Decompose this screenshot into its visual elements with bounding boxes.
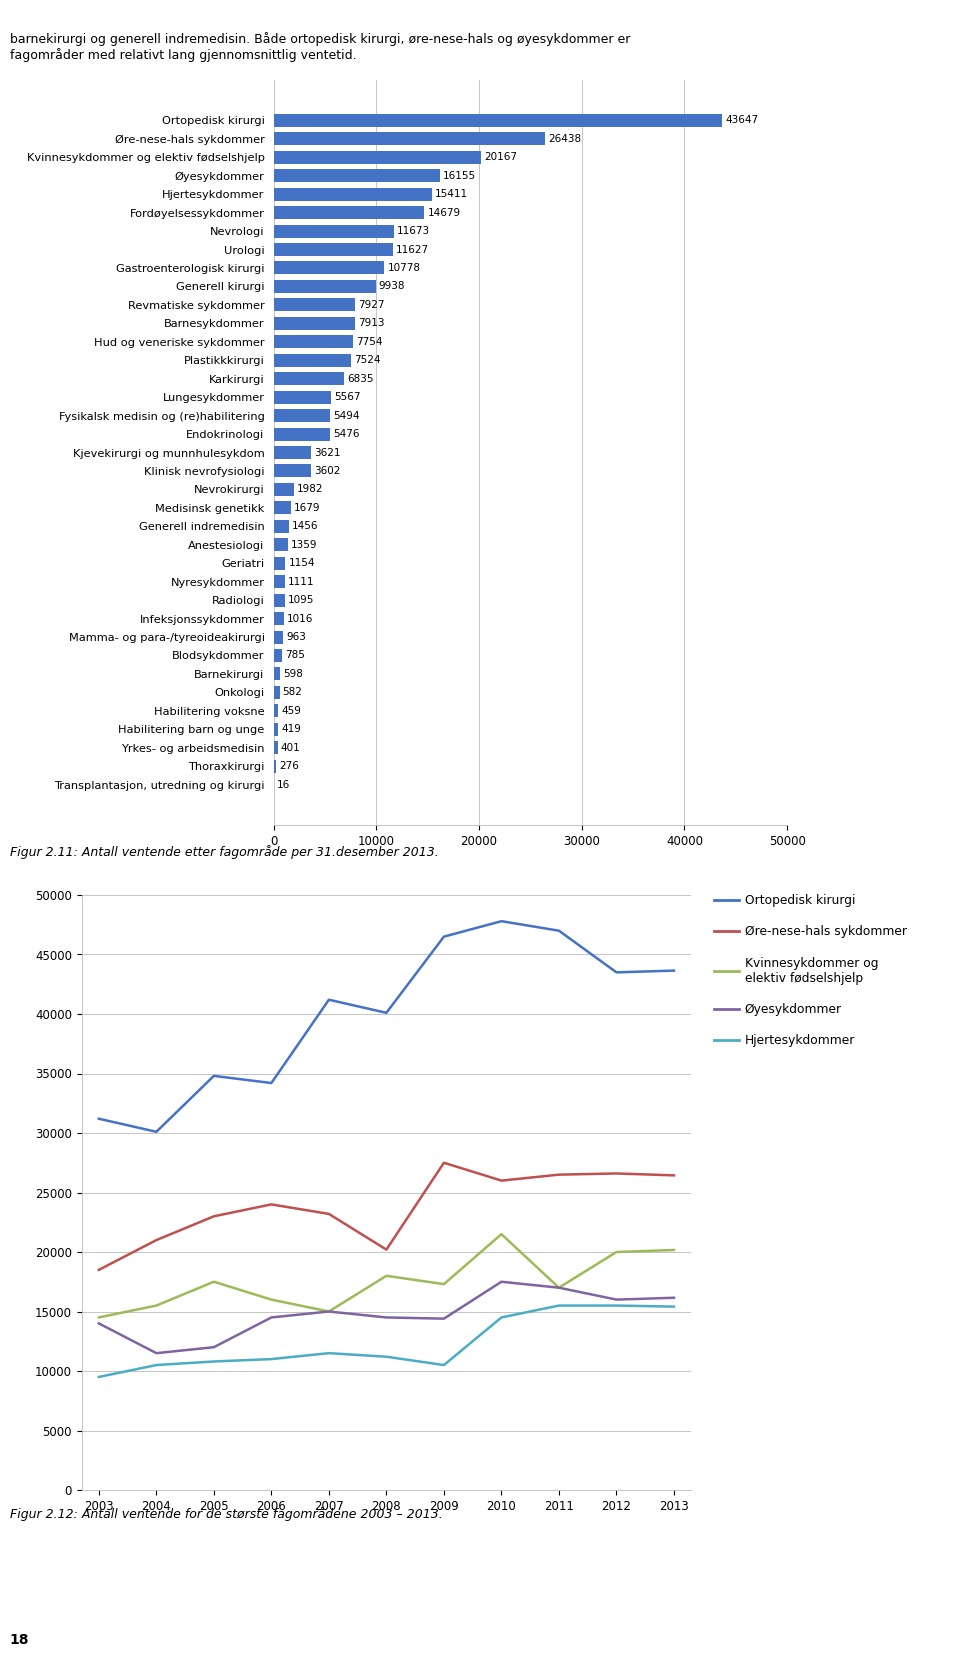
Text: 20167: 20167: [484, 152, 516, 162]
Text: 16155: 16155: [443, 170, 476, 180]
Text: 419: 419: [281, 725, 300, 735]
Text: 1095: 1095: [288, 595, 314, 605]
Text: 7754: 7754: [356, 337, 383, 347]
Text: Figur 2.12: Antall ventende for de største fagområdene 2003 – 2013.: Figur 2.12: Antall ventende for de størs…: [10, 1507, 443, 1520]
Text: 963: 963: [287, 632, 306, 642]
Text: 1016: 1016: [287, 613, 314, 623]
Text: 14679: 14679: [427, 208, 461, 218]
Bar: [274, 170, 440, 182]
Text: 7913: 7913: [358, 318, 384, 328]
Text: 16: 16: [276, 780, 290, 790]
Bar: [274, 188, 432, 200]
Bar: [274, 465, 311, 477]
Text: barnekirurgi og generell indremedisin. Både ortopedisk kirurgi, øre-nese-hals og: barnekirurgi og generell indremedisin. B…: [10, 32, 630, 62]
Bar: [274, 705, 278, 717]
Bar: [274, 538, 288, 552]
Bar: [274, 298, 355, 312]
Bar: [274, 225, 394, 237]
Bar: [274, 207, 424, 218]
Text: 276: 276: [279, 762, 300, 772]
Text: 6835: 6835: [347, 373, 373, 383]
Bar: [274, 113, 722, 127]
Bar: [274, 520, 289, 533]
Text: 1359: 1359: [291, 540, 317, 550]
Bar: [274, 742, 277, 753]
Text: Figur 2.11: Antall ventende etter fagområde per 31.desember 2013.: Figur 2.11: Antall ventende etter fagomr…: [10, 845, 439, 859]
Bar: [274, 132, 545, 145]
Text: 9938: 9938: [379, 282, 405, 292]
Bar: [274, 390, 331, 403]
Text: 43647: 43647: [725, 115, 758, 125]
Bar: [274, 502, 291, 515]
Text: 459: 459: [281, 705, 301, 715]
Text: 1982: 1982: [297, 485, 324, 495]
Text: 11627: 11627: [396, 245, 429, 255]
Bar: [274, 428, 330, 440]
Text: 3602: 3602: [314, 467, 340, 477]
Bar: [274, 593, 285, 607]
Legend: Ortopedisk kirurgi, Øre-nese-hals sykdommer, Kvinnesykdommer og
elektiv fødselsh: Ortopedisk kirurgi, Øre-nese-hals sykdom…: [709, 889, 912, 1052]
Bar: [274, 557, 285, 570]
Bar: [274, 353, 351, 367]
Text: 1456: 1456: [292, 522, 318, 532]
Bar: [274, 447, 311, 458]
Text: 1679: 1679: [294, 503, 321, 513]
Text: 3621: 3621: [314, 447, 341, 457]
Bar: [274, 723, 277, 735]
Bar: [274, 483, 294, 495]
Text: 1111: 1111: [288, 577, 315, 587]
Text: 582: 582: [282, 687, 302, 697]
Bar: [274, 317, 355, 330]
Text: 7524: 7524: [354, 355, 380, 365]
Bar: [274, 648, 281, 662]
Bar: [274, 630, 283, 643]
Bar: [274, 760, 276, 773]
Text: 1154: 1154: [289, 558, 315, 568]
Bar: [274, 243, 393, 257]
Text: 598: 598: [283, 668, 302, 678]
Bar: [274, 575, 285, 588]
Text: 26438: 26438: [548, 133, 582, 143]
Text: 10778: 10778: [388, 263, 420, 273]
Bar: [274, 685, 279, 698]
Bar: [274, 667, 279, 680]
Bar: [274, 408, 330, 422]
Bar: [274, 335, 353, 348]
Text: 5476: 5476: [333, 428, 359, 438]
Text: 11673: 11673: [396, 227, 430, 237]
Text: 401: 401: [281, 743, 300, 753]
Text: 5494: 5494: [333, 410, 360, 420]
Text: 18: 18: [10, 1634, 29, 1647]
Text: 5567: 5567: [334, 392, 360, 402]
Text: 15411: 15411: [435, 188, 468, 198]
Bar: [274, 372, 344, 385]
Bar: [274, 262, 384, 275]
Bar: [274, 612, 284, 625]
Bar: [274, 150, 481, 163]
Text: 785: 785: [285, 650, 304, 660]
Text: 7927: 7927: [358, 300, 385, 310]
Bar: [274, 280, 375, 293]
